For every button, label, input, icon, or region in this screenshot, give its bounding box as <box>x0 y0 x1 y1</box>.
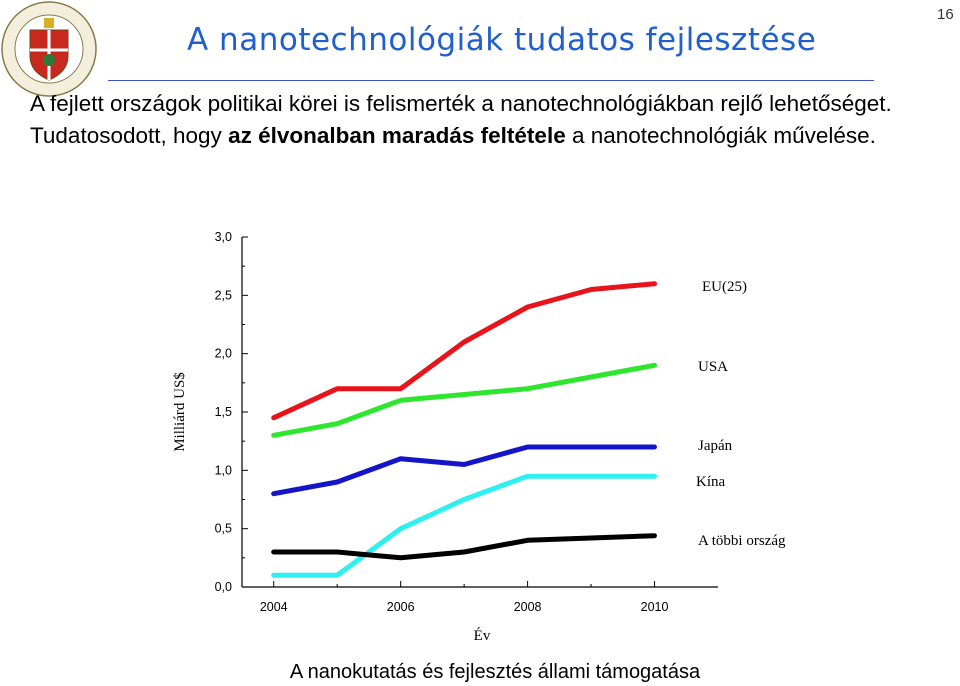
series-line-0 <box>271 281 657 421</box>
y-axis-title: Milliárd US$ <box>172 372 188 452</box>
series-label-3: Kína <box>696 474 726 490</box>
body-line-2-start: Tudatosodott, hogy <box>30 122 229 148</box>
y-tick-label: 1,0 <box>215 463 232 477</box>
title-divider <box>108 80 874 81</box>
body-line-2-emphasis: az élvonalban maradás feltétele <box>228 122 566 148</box>
y-tick-label: 2,0 <box>215 347 232 361</box>
body-line-1: A fejlett országok politikai körei is fe… <box>30 91 892 116</box>
series-line-1 <box>271 362 657 438</box>
x-tick-label: 2004 <box>260 600 288 614</box>
y-tick-label: 1,5 <box>215 405 232 419</box>
x-tick-label: 2008 <box>514 600 542 614</box>
page-number: 16 <box>937 6 954 23</box>
series-line-3 <box>271 473 657 578</box>
y-tick-label: 2,5 <box>215 288 232 302</box>
series-label-2: Japán <box>698 438 733 454</box>
y-tick-label: 3,0 <box>215 230 232 244</box>
slide-title: A nanotechnológiák tudatos fejlesztése <box>187 22 817 58</box>
y-tick-label: 0,5 <box>215 522 232 536</box>
x-tick-label: 2010 <box>641 600 669 614</box>
series-line-2 <box>271 444 657 497</box>
series-label-1: USA <box>698 359 728 375</box>
series-line-4 <box>271 533 657 561</box>
y-tick-label: 0,0 <box>215 580 232 594</box>
x-axis-title: Év <box>474 627 491 644</box>
body-line-2-end: a nanotechnológiák művelése. <box>565 122 876 148</box>
body-line-2: Tudatosodott, hogy az élvonalban maradás… <box>30 120 930 152</box>
body-text: A fejlett országok politikai körei is fe… <box>30 88 930 151</box>
series-label-0: EU(25) <box>702 279 747 295</box>
university-seal-logo <box>1 1 97 97</box>
chart-caption: A nanokutatás és fejlesztés állami támog… <box>289 661 701 683</box>
x-tick-label: 2006 <box>387 600 415 614</box>
series-label-4: A többi ország <box>698 533 786 549</box>
